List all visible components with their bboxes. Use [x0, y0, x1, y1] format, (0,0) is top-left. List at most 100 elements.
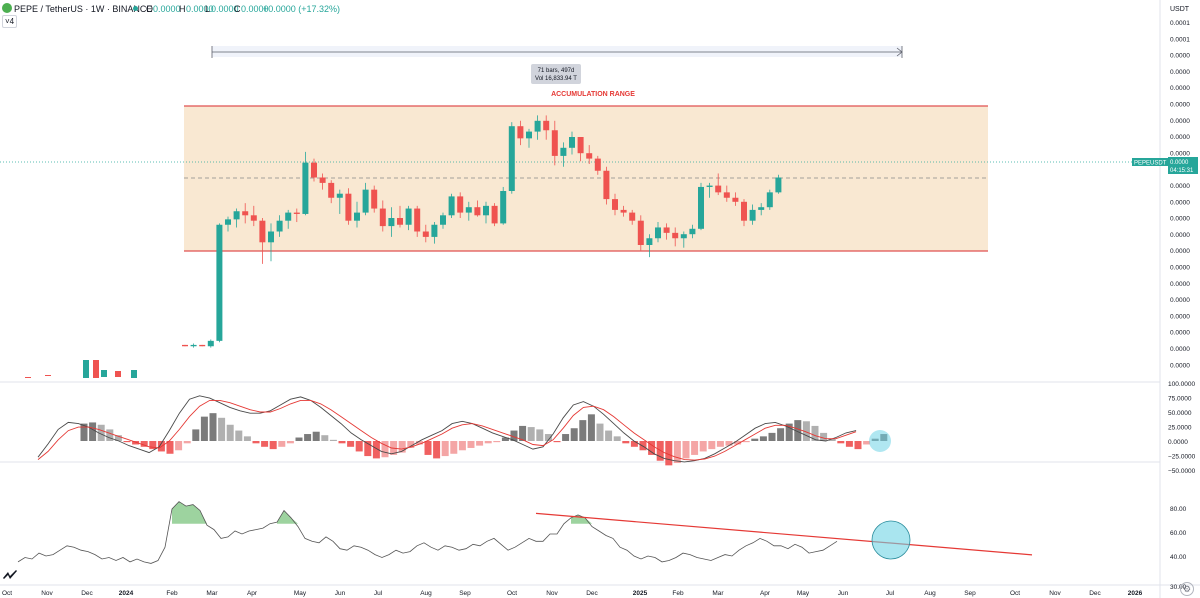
candle-body — [259, 220, 266, 243]
macd-crossover-highlight[interactable] — [869, 430, 891, 452]
macd-histogram-bar — [450, 441, 458, 454]
macd-histogram-bar — [329, 439, 337, 441]
macd-histogram-bar — [708, 441, 716, 450]
candle-body — [216, 224, 223, 341]
measure-volume-text: Vol 16,833.94 T — [535, 76, 577, 82]
macd-signal-line — [37, 399, 857, 461]
macd-histogram-bar — [501, 437, 509, 441]
rsi-axis-label-cut: 30.00 — [1170, 584, 1187, 591]
candle-body — [465, 207, 472, 213]
time-axis-label: Dec — [586, 590, 598, 597]
candle-body — [698, 186, 704, 229]
candle-body — [474, 207, 481, 216]
candle-body — [594, 158, 601, 171]
candle-body — [250, 215, 257, 221]
macd-histogram-bar — [553, 441, 561, 443]
macd-axis-label: 25.0000 — [1168, 425, 1192, 432]
price-axis: 0.0001 0.0001 0.0000 0.0000 0.0000 0.0000 0.00… — [1170, 20, 1190, 369]
macd-axis-label: 100.0000 — [1168, 381, 1195, 388]
macd-histogram-bar — [338, 441, 346, 444]
currency-label[interactable]: USDT — [1170, 6, 1190, 13]
price-axis-label: 0.0000 — [1170, 183, 1190, 190]
candle-body — [457, 196, 464, 213]
candle-body — [534, 120, 541, 132]
candle-body — [371, 189, 378, 209]
macd-histogram-bar — [200, 416, 208, 441]
settings-gear-icon[interactable]: ⚙ — [1180, 582, 1194, 596]
accumulation-range-box[interactable] — [184, 106, 988, 251]
candle-body — [242, 211, 249, 216]
time-axis-label: Sep — [459, 590, 471, 597]
candle-body — [397, 218, 403, 225]
macd-histogram-bar — [269, 441, 277, 450]
candle-body — [491, 205, 498, 224]
time-axis-label: Feb — [672, 590, 684, 597]
candle-body — [672, 232, 679, 239]
macd-histogram-bar — [286, 441, 294, 444]
macd-histogram-bar — [519, 425, 527, 441]
price-axis-label: 0.0000 — [1170, 232, 1190, 239]
candle-body — [101, 370, 107, 377]
macd-histogram-bar — [235, 430, 243, 441]
rsi-breakout-highlight[interactable] — [871, 520, 911, 560]
macd-histogram-bar — [149, 441, 157, 450]
macd-histogram-bar — [89, 422, 97, 441]
macd-histogram-bar — [673, 441, 681, 464]
symbol-tag — [1132, 158, 1168, 166]
collapse-indicators-button[interactable]: ˅4 — [2, 15, 17, 28]
time-axis-label: 2025 — [633, 590, 648, 597]
macd-histogram-bar — [742, 441, 750, 443]
rsi-axis-label: 60.00 — [1170, 530, 1187, 537]
macd-histogram-bar — [183, 441, 191, 444]
candle-body — [775, 177, 782, 193]
macd-histogram-bar — [398, 441, 406, 453]
time-axis-label: Oct — [1010, 590, 1020, 597]
market-status-icon — [133, 6, 138, 11]
macd-histogram-bar — [372, 441, 380, 459]
macd-histogram-bar — [802, 421, 810, 441]
symbol-title[interactable]: PEPE / TetherUS · 1W · BINANCE — [14, 4, 153, 14]
rsi-trendline[interactable] — [535, 512, 1033, 556]
macd-histogram-bar — [166, 441, 174, 454]
indicator-count: 4 — [9, 17, 15, 26]
candle-body — [663, 227, 670, 233]
macd-histogram-bar — [347, 441, 355, 447]
time-axis-label: Jul — [886, 590, 895, 597]
macd-histogram-bar — [562, 434, 570, 441]
chart-header: PEPE / TetherUS · 1W · BINANCE O 0.0000 … — [0, 0, 1160, 16]
candle-body — [637, 220, 644, 245]
macd-histogram-bar — [854, 441, 862, 450]
time-axis: Oct Nov Dec 2024 Feb Mar Apr May Jun Jul Aug Sep Oct… — [2, 590, 1143, 597]
time-axis-label: Jul — [374, 590, 383, 597]
time-axis-label: May — [294, 590, 307, 597]
accumulation-range-label: ACCUMULATION RANGE — [551, 91, 635, 98]
date-range-measure[interactable]: 71 bars, 497d Vol 16,833.94 T — [211, 46, 903, 84]
macd-axis-label: 75.0000 — [1168, 396, 1192, 403]
price-axis-label: 0.0000 — [1170, 118, 1190, 125]
macd-histogram-bar — [424, 441, 432, 455]
macd-histogram-bar — [140, 441, 148, 447]
time-axis-label: Nov — [546, 590, 558, 597]
time-axis-label: Apr — [247, 590, 258, 597]
symbol-tag-text: PEPEUSDT — [1134, 161, 1167, 167]
candle-body — [543, 120, 550, 131]
price-axis-label: 0.0000 — [1170, 362, 1190, 369]
time-axis-label: Mar — [206, 590, 218, 597]
candle-body — [526, 131, 532, 139]
candle-body — [93, 360, 99, 378]
macd-histogram-bar — [811, 425, 819, 441]
candle-body — [560, 147, 567, 156]
rsi-axis-label: 80.00 — [1170, 506, 1187, 513]
price-axis-label: 0.0000 — [1170, 281, 1190, 288]
macd-axis-label: 50.0000 — [1168, 410, 1192, 417]
price-axis-label: 0.0000 — [1170, 102, 1190, 109]
macd-histogram-bar — [304, 434, 312, 441]
macd-histogram-bar — [252, 441, 260, 444]
candle-body — [362, 189, 369, 213]
macd-histogram-bar — [725, 441, 733, 446]
candle-body — [655, 227, 661, 239]
macd-histogram-bar — [734, 441, 742, 445]
macd-histogram-bar — [243, 436, 251, 441]
close-label: C — [234, 4, 241, 14]
